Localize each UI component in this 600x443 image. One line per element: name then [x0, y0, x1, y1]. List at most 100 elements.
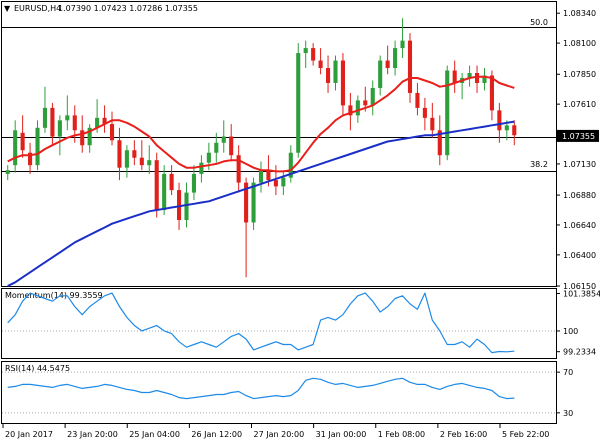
candle-body: [236, 155, 241, 183]
candle-body: [87, 127, 92, 146]
price-tick-label: 1.07610: [563, 100, 596, 109]
candle-body: [482, 75, 487, 83]
candle-body: [80, 130, 85, 146]
candle-body: [117, 140, 122, 168]
rsi-tick-label: 30: [563, 409, 573, 418]
panel-collapse-icon[interactable]: ▼: [4, 4, 11, 13]
candle-body: [251, 182, 256, 223]
candle-body: [162, 173, 167, 211]
candle-body: [437, 130, 442, 156]
time-tick-label: 20 Jan 2017: [5, 430, 53, 439]
candle-body: [281, 177, 286, 187]
candle-body: [5, 170, 10, 174]
rsi-indicator: 70 30: [2, 368, 573, 418]
candle-body: [199, 162, 204, 174]
time-tick-label: 5 Feb 22:00: [502, 430, 549, 439]
fib-label-38: 38.2: [530, 160, 548, 169]
sma-blue-line: [7, 120, 515, 287]
ohlc-header: 1.07390 1.07423 1.07286 1.07355: [58, 4, 198, 13]
candle-body: [154, 160, 159, 211]
candle-body: [512, 125, 517, 136]
time-tick-label: 23 Jan 20:00: [67, 430, 118, 439]
candle-body: [50, 107, 55, 137]
candle-body: [355, 100, 360, 116]
candle-body: [467, 73, 472, 78]
candle-body: [124, 150, 129, 168]
momentum-tick-label: 101.3854: [563, 289, 600, 298]
candle-body: [13, 130, 18, 166]
candle-body: [393, 48, 398, 69]
candle-body: [288, 152, 293, 178]
moving-averages: [7, 75, 515, 287]
candle-body: [474, 73, 480, 83]
candles: [5, 18, 517, 278]
candle-body: [497, 110, 502, 131]
horizontal-levels: [2, 27, 556, 172]
rsi-tick-label: 70: [563, 368, 573, 377]
price-tick-label: 1.06880: [563, 191, 596, 200]
candle-body: [139, 157, 144, 166]
candle-body: [303, 48, 308, 54]
price-tick-label: 1.06640: [563, 221, 596, 230]
current-price-box: [557, 129, 599, 142]
price-tick-label: 1.07130: [563, 160, 596, 169]
candle-body: [400, 40, 405, 49]
candle-body: [385, 60, 390, 69]
candle-body: [452, 70, 457, 83]
candle-body: [504, 125, 509, 131]
candle-body: [42, 107, 48, 128]
momentum-label: Momentum(14) 99.3559: [5, 291, 103, 300]
price-tick-label: 1.08340: [563, 9, 596, 18]
candle-body: [318, 60, 323, 69]
price-axis-ticks: 1.08340 1.08100 1.07850 1.07610 1.07130 1.068…: [556, 9, 596, 291]
candle-body: [311, 48, 316, 61]
rsi-label: RSI(14) 44.5475: [5, 364, 70, 373]
time-tick-label: 27 Jan 20:00: [254, 430, 305, 439]
momentum-tick-label: 100: [563, 327, 578, 336]
candle-body: [177, 190, 182, 220]
time-axis: 20 Jan 2017 23 Jan 20:00 25 Jan 04:00 26 Ja…: [2, 424, 549, 439]
candle-body: [325, 68, 331, 83]
candle-body: [206, 152, 211, 163]
candle-body: [296, 53, 301, 153]
candle-body: [169, 173, 174, 191]
candle-body: [370, 87, 375, 106]
candle-body: [147, 160, 152, 166]
time-tick-label: 25 Jan 04:00: [129, 430, 180, 439]
candle-body: [489, 75, 494, 111]
candle-body: [266, 170, 271, 181]
price-tick-label: 1.08100: [563, 39, 596, 48]
candle-body: [430, 117, 435, 131]
candle-body: [244, 182, 249, 223]
candle-body: [72, 115, 77, 131]
candle-body: [258, 170, 264, 183]
candle-body: [20, 132, 25, 151]
candle-body: [407, 40, 413, 93]
candle-body: [95, 117, 100, 128]
candle-body: [102, 117, 107, 125]
candle-body: [221, 136, 226, 143]
candle-body: [378, 60, 383, 88]
current-price-label: 1.07355: [562, 132, 595, 141]
time-tick-label: 2 Feb 16:00: [440, 430, 487, 439]
candle-body: [348, 105, 353, 116]
candle-body: [28, 152, 33, 166]
candle-body: [333, 60, 338, 83]
candle-body: [191, 173, 197, 193]
candle-body: [229, 136, 234, 156]
price-panel-frame: [1, 1, 557, 287]
candle-body: [422, 107, 427, 118]
rsi-panel-frame: [1, 361, 557, 424]
candle-body: [445, 70, 450, 156]
candle-body: [35, 127, 40, 166]
candle-body: [340, 60, 345, 106]
momentum-tick-label: 99.2334: [563, 348, 596, 357]
price-tick-label: 1.06150: [563, 282, 596, 291]
momentum-line: [7, 292, 515, 354]
time-tick-label: 1 Feb 08:00: [378, 430, 425, 439]
candle-body: [415, 92, 420, 108]
fib-label-50: 50.0: [530, 18, 548, 27]
candle-body: [214, 142, 219, 153]
candle-body: [363, 100, 368, 106]
